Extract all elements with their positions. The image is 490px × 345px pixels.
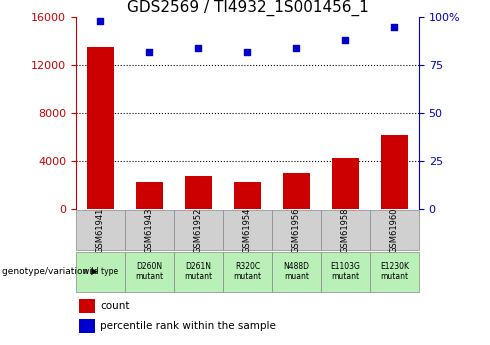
Point bbox=[391, 24, 398, 30]
Bar bbox=[185, 176, 212, 209]
Text: GSM61952: GSM61952 bbox=[194, 208, 203, 253]
Bar bbox=[174, 210, 223, 250]
Bar bbox=[272, 210, 321, 250]
Bar bbox=[223, 252, 272, 292]
Text: R320C
mutant: R320C mutant bbox=[233, 262, 262, 282]
Text: GSM61958: GSM61958 bbox=[341, 208, 350, 253]
Bar bbox=[370, 210, 419, 250]
Bar bbox=[136, 183, 163, 209]
Text: D261N
mutant: D261N mutant bbox=[184, 262, 213, 282]
Text: GSM61954: GSM61954 bbox=[243, 208, 252, 253]
Bar bbox=[370, 252, 419, 292]
Text: GSM61956: GSM61956 bbox=[292, 208, 301, 253]
Bar bbox=[79, 319, 95, 333]
Bar bbox=[125, 252, 174, 292]
Text: GSM61941: GSM61941 bbox=[96, 208, 105, 253]
Bar bbox=[272, 252, 321, 292]
Text: E1230K
mutant: E1230K mutant bbox=[380, 262, 409, 282]
Text: count: count bbox=[100, 302, 129, 312]
Bar bbox=[125, 210, 174, 250]
Bar bbox=[79, 299, 95, 313]
Text: D260N
mutant: D260N mutant bbox=[135, 262, 164, 282]
Text: N488D
muant: N488D muant bbox=[283, 262, 310, 282]
Bar bbox=[332, 158, 359, 209]
Bar bbox=[283, 173, 310, 209]
Bar bbox=[381, 135, 408, 209]
Title: GDS2569 / TI4932_1S001456_1: GDS2569 / TI4932_1S001456_1 bbox=[126, 0, 368, 16]
Point bbox=[293, 45, 300, 51]
Point bbox=[97, 18, 104, 24]
Bar bbox=[87, 47, 114, 209]
Text: percentile rank within the sample: percentile rank within the sample bbox=[100, 321, 276, 331]
Point bbox=[146, 49, 153, 55]
Text: GSM61960: GSM61960 bbox=[390, 208, 399, 253]
Text: genotype/variation ▶: genotype/variation ▶ bbox=[2, 267, 98, 276]
Text: GSM61943: GSM61943 bbox=[145, 208, 154, 253]
Bar bbox=[234, 183, 261, 209]
Bar bbox=[321, 252, 370, 292]
Bar bbox=[76, 252, 125, 292]
Point bbox=[195, 45, 202, 51]
Point bbox=[342, 38, 349, 43]
Bar bbox=[223, 210, 272, 250]
Bar bbox=[321, 210, 370, 250]
Text: wild type: wild type bbox=[83, 267, 118, 276]
Bar bbox=[76, 210, 125, 250]
Text: E1103G
mutant: E1103G mutant bbox=[331, 262, 360, 282]
Point bbox=[244, 49, 251, 55]
Bar bbox=[174, 252, 223, 292]
